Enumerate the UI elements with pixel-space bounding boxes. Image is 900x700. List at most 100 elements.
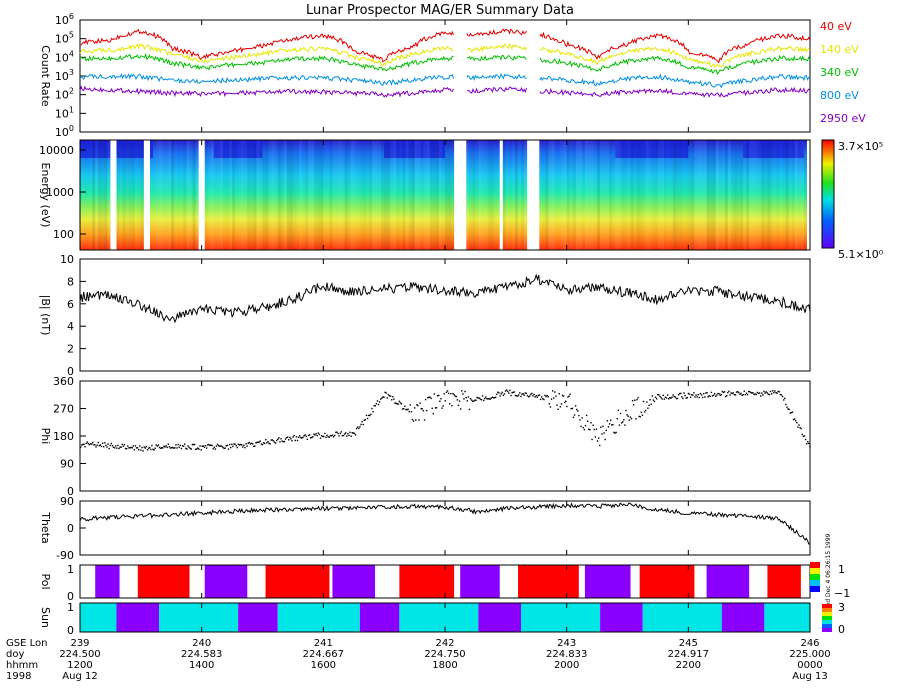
phi-point	[662, 394, 664, 397]
phi-point	[175, 444, 177, 446]
phi-point	[687, 392, 690, 395]
phi-point	[637, 397, 639, 399]
spectrogram-striation	[89, 140, 92, 250]
phi-point	[524, 392, 526, 394]
y-tick-label: 4	[67, 320, 74, 333]
spectrogram-striation	[265, 140, 269, 250]
spectrogram-striation	[183, 140, 187, 250]
phi-point	[784, 397, 786, 400]
phi-point	[565, 400, 567, 402]
phi-point	[393, 398, 395, 400]
phi-point	[167, 443, 169, 445]
phi-point	[465, 396, 467, 399]
phi-point	[271, 439, 274, 441]
phi-point	[654, 396, 657, 399]
spectrogram-striation	[277, 140, 281, 250]
spectrogram-striation	[597, 140, 601, 250]
phi-point	[779, 393, 782, 396]
spectrogram-striation	[630, 140, 634, 250]
phi-point	[467, 396, 470, 398]
spectrogram-striation	[308, 140, 312, 250]
spectrogram-striation	[432, 140, 436, 250]
phi-point	[362, 423, 364, 426]
x-row-label: 1998	[6, 671, 31, 682]
phi-point	[790, 411, 793, 414]
x-tick-lon: 239	[70, 638, 89, 649]
spectrogram-striation	[724, 140, 728, 250]
phi-point	[289, 436, 291, 439]
phi-point	[452, 392, 454, 395]
phi-point	[660, 396, 662, 399]
spectrogram-striation	[703, 140, 707, 250]
phi-point	[247, 442, 249, 445]
phi-point	[382, 396, 384, 398]
phi-point	[802, 435, 805, 438]
phi-point	[123, 443, 126, 446]
phi-point	[799, 427, 801, 429]
phi-point	[371, 407, 373, 410]
phi-point	[447, 392, 450, 395]
phi-point	[631, 400, 634, 402]
phi-point	[805, 443, 808, 445]
sun-ylabel: Sun	[39, 607, 52, 628]
y-tick-label: 8	[67, 275, 74, 288]
phi-point	[396, 402, 398, 405]
theta-line	[79, 502, 810, 545]
phi-point	[551, 390, 554, 392]
spectrogram-gap	[143, 140, 150, 250]
phi-point	[596, 440, 599, 442]
phi-point	[570, 408, 572, 410]
phi-point	[635, 418, 637, 420]
phi-point	[246, 445, 248, 447]
phi-point	[157, 444, 160, 446]
phi-point	[682, 397, 684, 400]
phi-point	[705, 392, 707, 394]
phi-point	[194, 448, 197, 451]
spectrogram-striation	[697, 140, 701, 250]
phi-point	[113, 447, 116, 449]
spectrogram-striation	[539, 140, 542, 250]
phi-point	[140, 449, 142, 451]
phi-point	[544, 394, 546, 397]
spectrogram-striation	[548, 140, 552, 250]
phi-point	[532, 395, 534, 397]
spectrogram-striation	[107, 140, 111, 250]
phi-point	[602, 425, 604, 427]
phi-point	[423, 419, 426, 421]
spectrogram-striation	[86, 140, 89, 250]
phi-point	[502, 394, 505, 396]
phi-point	[766, 392, 768, 394]
spectrogram-striation	[606, 140, 609, 250]
phi-point	[225, 445, 228, 447]
y-tick-exponent: 3	[69, 68, 74, 77]
phi-point	[400, 403, 403, 405]
phi-point	[703, 392, 705, 395]
phi-point	[205, 447, 208, 449]
spectrogram-striation	[566, 140, 570, 250]
phi-point	[646, 401, 648, 403]
phi-point	[785, 403, 787, 406]
phi-point	[516, 395, 519, 397]
spectrogram-striation	[271, 140, 275, 250]
phi-point	[169, 447, 172, 449]
phi-point	[669, 396, 671, 399]
field-frame	[79, 258, 811, 372]
phi-point	[354, 434, 357, 436]
phi-point	[456, 399, 459, 401]
phi-point	[684, 394, 686, 397]
phi-point	[238, 444, 241, 446]
phi-point	[594, 436, 597, 438]
phi-point	[601, 433, 603, 435]
phi-point	[386, 397, 388, 399]
phi-point	[419, 402, 421, 404]
y-tick-label: 104	[55, 49, 74, 64]
y-tick-label: 0	[67, 522, 74, 535]
phi-point	[251, 443, 254, 445]
phi-point	[780, 394, 783, 396]
phi-point	[512, 391, 514, 393]
spectrogram-striation	[487, 140, 491, 250]
phi-point	[525, 392, 528, 395]
phi-point	[99, 444, 102, 446]
